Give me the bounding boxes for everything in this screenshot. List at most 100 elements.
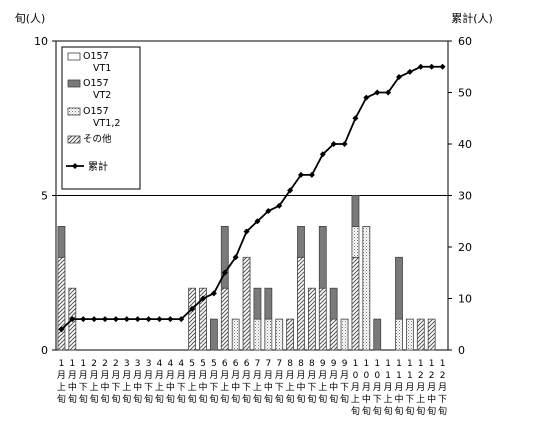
category-label-char: 1	[385, 371, 391, 381]
bar-segment	[220, 225, 229, 289]
category-label-char: 旬	[318, 393, 327, 405]
category-label-char: 月	[394, 382, 403, 393]
category-label-char: 旬	[144, 393, 153, 405]
category-label-char: 1	[407, 359, 413, 369]
category-label-char: 下	[340, 383, 349, 393]
category-label-char: 5	[189, 359, 195, 369]
category-label-char: 月	[90, 370, 99, 381]
category-label-char: 1	[59, 359, 65, 369]
category-label-char: 旬	[122, 393, 131, 405]
category-label-char: 月	[188, 370, 197, 381]
category-label-char: 旬	[220, 393, 229, 405]
bar-segment	[297, 225, 305, 258]
cumulative-point	[287, 187, 294, 194]
category-label-char: 月	[253, 370, 262, 381]
cumulative-line	[58, 63, 446, 333]
bar-segment	[362, 225, 371, 351]
bar-segment	[373, 318, 382, 351]
cumulative-point	[385, 89, 392, 96]
category-label-char: 1	[407, 371, 413, 381]
category-label-char: 旬	[57, 393, 66, 405]
category-label-char: 上	[122, 382, 131, 393]
category-label-char: 8	[309, 359, 315, 369]
category-label-char: 1	[418, 359, 424, 369]
category-label-char: 下	[79, 383, 88, 393]
cumulative-point	[352, 115, 359, 122]
category-label-char: 6	[244, 359, 250, 369]
category-label-char: 月	[198, 370, 207, 381]
category-label-char: 1	[396, 371, 402, 381]
category-label-char: 月	[362, 382, 371, 393]
category-label-char: 旬	[438, 405, 447, 417]
category-label-char: 中	[166, 381, 175, 393]
bar-segment	[318, 225, 327, 289]
right-tick-label: 60	[458, 35, 472, 48]
category-label-char: 旬	[286, 393, 295, 405]
bar-segment	[340, 318, 349, 351]
bar-segment	[395, 318, 403, 351]
cumulative-point	[58, 326, 65, 333]
category-label-char: 月	[307, 370, 316, 381]
cumulative-point	[428, 63, 435, 70]
category-label-char: 月	[57, 370, 66, 381]
legend-swatch	[67, 135, 81, 144]
category-label-char: 月	[100, 370, 109, 381]
cumulative-point	[341, 141, 348, 147]
left-axis-title: 旬(人)	[15, 12, 46, 25]
category-label-char: 月	[264, 370, 273, 381]
category-label-char: 下	[177, 383, 186, 393]
cumulative-point	[167, 316, 174, 323]
bar-segment	[427, 318, 436, 351]
category-label-char: 1	[440, 359, 446, 369]
bar-segment	[297, 256, 305, 351]
bar-segment	[253, 318, 262, 351]
legend-swatch	[67, 52, 81, 61]
cumulative-point	[210, 290, 217, 297]
category-label-char: 旬	[100, 393, 109, 405]
category-label-char: 旬	[209, 393, 218, 405]
cumulative-point	[156, 316, 163, 323]
category-label-char: 中	[427, 393, 436, 405]
bar-segment	[264, 287, 273, 320]
legend-item: 累計	[66, 160, 108, 173]
category-label-char: 上	[188, 382, 197, 393]
category-label-char: 月	[166, 370, 175, 381]
category-label-char: 旬	[166, 393, 175, 405]
right-tick-label: 10	[458, 293, 472, 306]
legend-label: VT2	[93, 90, 111, 101]
category-label-char: 3	[146, 359, 152, 369]
category-label-char: 月	[340, 370, 349, 381]
category-label-char: 月	[177, 370, 186, 381]
cumulative-point	[243, 228, 250, 235]
right-tick-label: 30	[458, 190, 472, 203]
category-labels: 1月上旬1月中旬1月下旬2月上旬2月中旬2月下旬3月上旬3月中旬3月下旬4月上旬…	[57, 359, 447, 417]
category-label-char: 月	[296, 370, 305, 381]
category-label-char: 旬	[79, 393, 88, 405]
bar-segment	[351, 225, 360, 258]
category-label-char: 下	[275, 383, 284, 393]
category-label-char: 月	[242, 370, 251, 381]
right-tick-label: 20	[458, 241, 472, 254]
cumulative-point	[178, 316, 185, 323]
category-label-char: 旬	[177, 393, 186, 405]
bar-series	[57, 195, 436, 351]
category-label-char: 2	[440, 371, 446, 381]
